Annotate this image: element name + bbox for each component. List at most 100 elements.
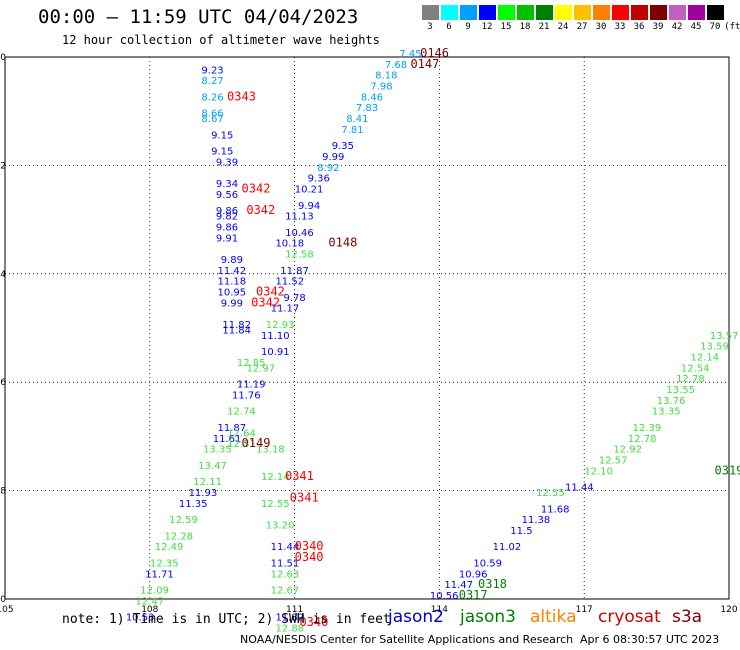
wave-height-label: 11.38: [522, 515, 551, 526]
scale-label: 18: [519, 22, 531, 32]
pass-number-label: 0148: [328, 236, 357, 250]
wave-height-label: 12.14: [261, 472, 290, 483]
wave-height-label: 9.34: [216, 179, 238, 190]
wave-height-label: 12.92: [613, 445, 642, 456]
wave-height-label: 13.35: [652, 407, 681, 418]
wave-height-label: 11.44: [271, 542, 300, 553]
wave-height-label: 11.84: [222, 325, 251, 336]
wave-height-label: 10.91: [261, 347, 290, 358]
wave-height-label: 10.21: [295, 185, 324, 196]
wave-height-label: 11.44: [565, 483, 594, 494]
wave-height-label: 11.17: [271, 304, 300, 315]
scale-swatch: [631, 5, 648, 20]
wave-height-label: 11.61: [213, 434, 242, 445]
pass-number-label: 0340: [295, 550, 324, 564]
wave-height-label: 7.45: [399, 49, 421, 60]
scale-swatch: [650, 5, 667, 20]
legend-s3a: s3a: [672, 607, 703, 627]
pass-number-label: 0147: [410, 57, 439, 71]
wave-height-label: 11.13: [285, 212, 314, 223]
scale-label: 24: [557, 22, 569, 32]
scale-label: 45: [690, 22, 702, 32]
pass-number-label: 0340: [299, 615, 328, 629]
chart-subtitle: 12 hour collection of altimeter wave hei…: [62, 33, 380, 47]
wave-height-label: 11.52: [275, 277, 304, 288]
wave-height-label: 13.55: [666, 385, 695, 396]
chart-title: 00:00 – 11:59 UTC 04/04/2023: [38, 6, 359, 28]
wave-height-label: 7.68: [385, 60, 407, 71]
plot-frame: [4, 56, 730, 600]
legend-altika: altika: [530, 607, 577, 627]
wave-height-label: 11.51: [271, 558, 300, 569]
footer-date: Apr 6 08:30:57 UTC 2023: [580, 633, 720, 646]
wave-height-label: 13.47: [198, 461, 227, 472]
wave-height-label: 9.23: [201, 65, 223, 76]
wave-height-label: 12.74: [227, 407, 256, 418]
pass-number-label: 0318: [478, 577, 507, 591]
legend-jason3: jason3: [460, 607, 516, 627]
wave-height-label: 11.10: [261, 331, 290, 342]
wave-height-label: 12.59: [169, 515, 198, 526]
wave-height-label: 12.11: [193, 477, 222, 488]
wave-height-label: 13.20: [266, 521, 295, 532]
wave-height-label: 12.67: [271, 586, 300, 597]
scale-swatch: [612, 5, 629, 20]
y-tick-label: -54: [0, 270, 6, 280]
wave-height-label: 11.18: [218, 277, 247, 288]
wave-height-label: 11.19: [237, 380, 266, 391]
scale-swatch: [669, 5, 686, 20]
wave-height-label: 11.93: [189, 488, 218, 499]
wave-height-label: 9.35: [332, 141, 354, 152]
wave-height-label: 12.58: [285, 250, 314, 261]
wave-height-label: 12.35: [150, 558, 179, 569]
wave-height-label: 12.88: [275, 624, 304, 635]
scale-swatch: [574, 5, 591, 20]
pass-number-label: 0146: [420, 46, 449, 60]
scale-label: 33: [614, 22, 626, 32]
pass-number-label: 0342: [256, 284, 285, 298]
wave-height-label: 11.76: [232, 390, 261, 401]
wave-height-label: 13.35: [203, 445, 232, 456]
wave-height-label: 11.71: [145, 569, 174, 580]
scale-label: 3: [427, 22, 433, 32]
wave-height-label: 7.81: [341, 125, 363, 136]
x-tick-label: 120: [720, 605, 737, 615]
note-text: note: 1) Time is in UTC; 2) SWH is in fe…: [62, 612, 391, 627]
legend-cryosat: cryosat: [598, 607, 661, 627]
y-tick-label: -60: [0, 595, 6, 605]
footer-credit: NOAA/NESDIS Center for Satellite Applica…: [240, 633, 574, 646]
scale-swatch: [517, 5, 534, 20]
pass-number-label: 0342: [251, 295, 280, 309]
pass-number-label: 0342: [242, 182, 271, 196]
wave-height-label: 8.67: [201, 114, 223, 125]
x-tick-label: 117: [576, 605, 593, 615]
wave-height-label: 9.15: [211, 130, 233, 141]
wave-height-label: 8.66: [201, 109, 223, 120]
wave-height-label: 12.85: [237, 358, 266, 369]
wave-height-label: 9.15: [211, 147, 233, 158]
wave-height-label: 12.09: [140, 586, 169, 597]
x-tick-label: 108: [141, 605, 158, 615]
wave-height-label: 11.42: [218, 266, 247, 277]
wave-height-label: 12.97: [246, 363, 275, 374]
wave-height-label: 13.59: [700, 342, 729, 353]
wave-height-label: 12.10: [584, 466, 613, 477]
scale-swatch: [498, 5, 515, 20]
wave-height-label: 10.18: [275, 239, 304, 250]
wave-height-label: 9.36: [308, 174, 330, 185]
wave-height-label: 11.02: [493, 542, 522, 553]
wave-height-label: 8.92: [317, 163, 339, 174]
wave-height-label: 8.41: [346, 114, 368, 125]
wave-height-label: 11.82: [222, 320, 251, 331]
wave-height-label: 10.95: [218, 287, 247, 298]
pass-number-label: 0341: [290, 490, 319, 504]
pass-number-label: 0340: [295, 539, 324, 553]
wave-height-label: 12.28: [164, 531, 193, 542]
wave-height-label: 11.82: [275, 613, 304, 624]
pass-number-label: 0342: [246, 203, 275, 217]
wave-height-label: 13.57: [710, 331, 739, 342]
wave-height-label: 9.39: [216, 157, 238, 168]
wave-height-label: 12.93: [266, 320, 295, 331]
wave-height-label: 11.87: [280, 266, 309, 277]
wave-height-label: 10.56: [430, 591, 459, 602]
